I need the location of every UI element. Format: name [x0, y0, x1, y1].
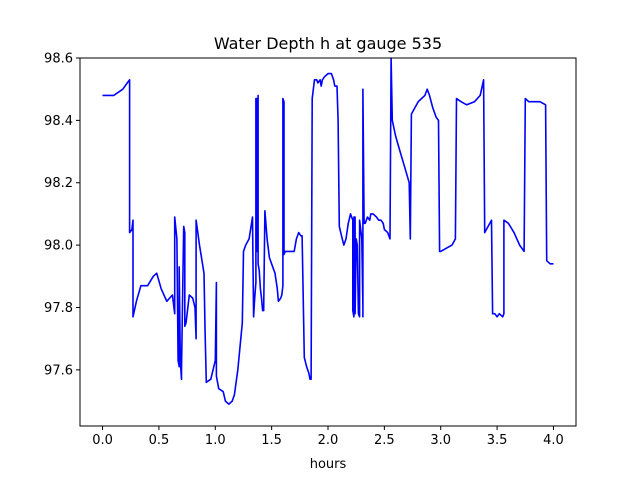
y-tick-label: 98.6 [44, 52, 73, 67]
y-tick-label: 98.2 [44, 176, 73, 191]
y-tick-label: 97.6 [44, 363, 73, 378]
series-line [102, 57, 554, 406]
chart-title: Water Depth h at gauge 535 [214, 34, 442, 53]
y-axis: 97.6 97.8 98.0 98.2 98.4 98.6 [44, 52, 80, 378]
x-tick-label: 0.5 [149, 433, 170, 448]
x-tick-label: 2.5 [374, 433, 395, 448]
x-tick-label: 3.5 [487, 433, 508, 448]
x-tick-label: 2.0 [318, 433, 339, 448]
x-tick-label: 4.0 [543, 433, 564, 448]
x-tick-label: 1.0 [205, 433, 226, 448]
x-axis-label: hours [310, 457, 347, 472]
y-tick-label: 97.8 [44, 301, 73, 316]
x-tick-label: 1.5 [261, 433, 282, 448]
plot-frame [79, 57, 577, 427]
x-tick-label: 0.0 [92, 433, 113, 448]
x-axis: 0.0 0.5 1.0 1.5 2.0 2.5 3.0 3.5 4.0 [92, 426, 564, 448]
plot-area [102, 57, 554, 406]
x-tick-label: 3.0 [430, 433, 451, 448]
y-tick-label: 98.4 [44, 114, 73, 129]
y-tick-label: 98.0 [44, 239, 73, 254]
